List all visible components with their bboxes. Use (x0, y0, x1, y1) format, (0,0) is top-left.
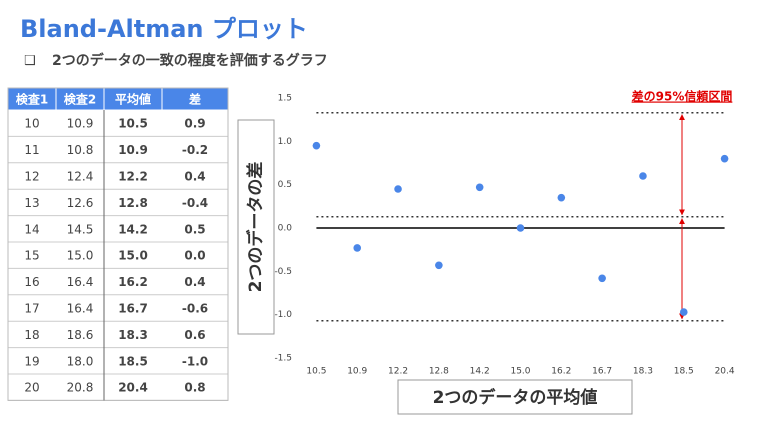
cell-text: 0.4 (184, 170, 205, 184)
point (312, 141, 321, 150)
cell-text: 18.5 (118, 354, 148, 368)
header-text: 差 (188, 92, 201, 107)
cell-text: 0.6 (184, 328, 205, 342)
x-tick-label: 16.2 (551, 367, 571, 377)
cell-text: 0.4 (184, 275, 205, 289)
point (435, 261, 443, 270)
y-tick-label: 0.0 (278, 224, 293, 234)
table: 検査1 検査2 平均値 差 10 10.9 10.5 0.9 11 10.8 10.9 -0.2 12 1… (7, 87, 229, 401)
x-tick-label: 20.4 (715, 367, 735, 377)
bullet: ❑ (24, 54, 36, 69)
cell-text: 11 (24, 143, 39, 157)
x-tick-label: 12.2 (388, 367, 408, 377)
cell-text: 10.9 (67, 117, 94, 131)
cell-text: 15 (24, 249, 39, 263)
y-tick-label: -1.5 (274, 354, 292, 364)
point (557, 193, 566, 202)
x-tick-label: 12.8 (429, 367, 449, 377)
y-tick-label: 0.5 (278, 180, 292, 190)
y-label-box (237, 119, 275, 335)
x-tick-label: 15.0 (510, 367, 530, 377)
title: Bland-Altman プロット (20, 15, 308, 43)
point (516, 224, 525, 232)
cell-text: 12.8 (118, 196, 148, 210)
cell-text: 12.6 (67, 196, 94, 210)
x-tick-label: 10.9 (347, 367, 367, 377)
point (353, 244, 362, 252)
point (475, 183, 484, 192)
cell-text: 19 (24, 354, 39, 368)
x-tick-label: 10.5 (306, 367, 326, 377)
cell-text: 12 (24, 170, 39, 184)
cell-text: 18 (24, 328, 39, 342)
cell-text: 10.8 (67, 143, 94, 157)
cell-text: 18.6 (67, 328, 94, 342)
cell-text: -0.6 (182, 302, 208, 316)
x-tick-label: 14.2 (470, 367, 490, 377)
cell-text: -0.2 (182, 143, 208, 157)
cell-text: 20 (24, 381, 39, 395)
x-tick-label: 18.3 (633, 367, 653, 377)
plot: -1.5 -1.0 -0.5 0.0 0.5 1.0 1.5 10.5 10.9 12.2 12.8… (274, 94, 734, 377)
table-border (7, 87, 229, 401)
cell-text: 17 (24, 302, 39, 316)
header-text: 平均値 (115, 92, 151, 107)
cell-text: 15.0 (118, 249, 148, 263)
x-label-box (397, 379, 633, 415)
y-tick-label: -1.0 (274, 310, 292, 320)
cell-text: 15.0 (67, 249, 94, 263)
x-tick-label: 18.5 (674, 367, 694, 377)
y-tick-label: -0.5 (274, 267, 292, 277)
cell-text: 14 (24, 222, 39, 236)
cell-text: 16.7 (118, 302, 148, 316)
cell-text: 14.5 (67, 222, 94, 236)
cell-text: 0.9 (184, 117, 205, 131)
header-text: 検査2 (64, 92, 96, 107)
cell-text: 16 (24, 275, 39, 289)
cell-text: -0.4 (182, 196, 208, 210)
point (394, 185, 402, 193)
cell-text: -1.0 (182, 354, 208, 368)
cell-text: 10 (24, 117, 39, 131)
cell-text: 16.4 (67, 302, 94, 316)
point (598, 274, 606, 283)
annotation: 差の95%信頼区間 (631, 89, 733, 104)
cell-text: 20.4 (118, 381, 148, 395)
x-tick-label: 16.7 (592, 367, 612, 377)
cell-text: 13 (24, 196, 39, 210)
cell-text: 0.0 (184, 249, 205, 263)
cell-text: 14.2 (118, 222, 148, 236)
cell-text: 20.8 (67, 381, 94, 395)
cell-text: 0.8 (184, 381, 205, 395)
point (639, 172, 647, 180)
cell-text: 12.4 (67, 170, 94, 184)
cell-text: 18.0 (67, 354, 94, 368)
cell-text: 16.4 (67, 275, 94, 289)
cell-text: 10.9 (118, 143, 148, 157)
y-tick-label: 1.5 (278, 94, 292, 104)
cell-text: 10.5 (118, 117, 148, 131)
cell-text: 16.2 (118, 275, 148, 289)
subtitle: 2つのデータの一致の程度を評価するグラフ (52, 52, 328, 69)
cell-text: 12.2 (118, 170, 148, 184)
header-text: 検査1 (16, 92, 48, 107)
y-axis-label: 2つのデータの差 (245, 162, 266, 293)
point (679, 308, 688, 316)
point (720, 154, 729, 163)
x-axis-label: 2つのデータの平均値 (433, 387, 598, 408)
cell-text: 18.3 (118, 328, 148, 342)
y-tick-label: 1.0 (278, 137, 293, 147)
cell-text: 0.5 (184, 222, 205, 236)
